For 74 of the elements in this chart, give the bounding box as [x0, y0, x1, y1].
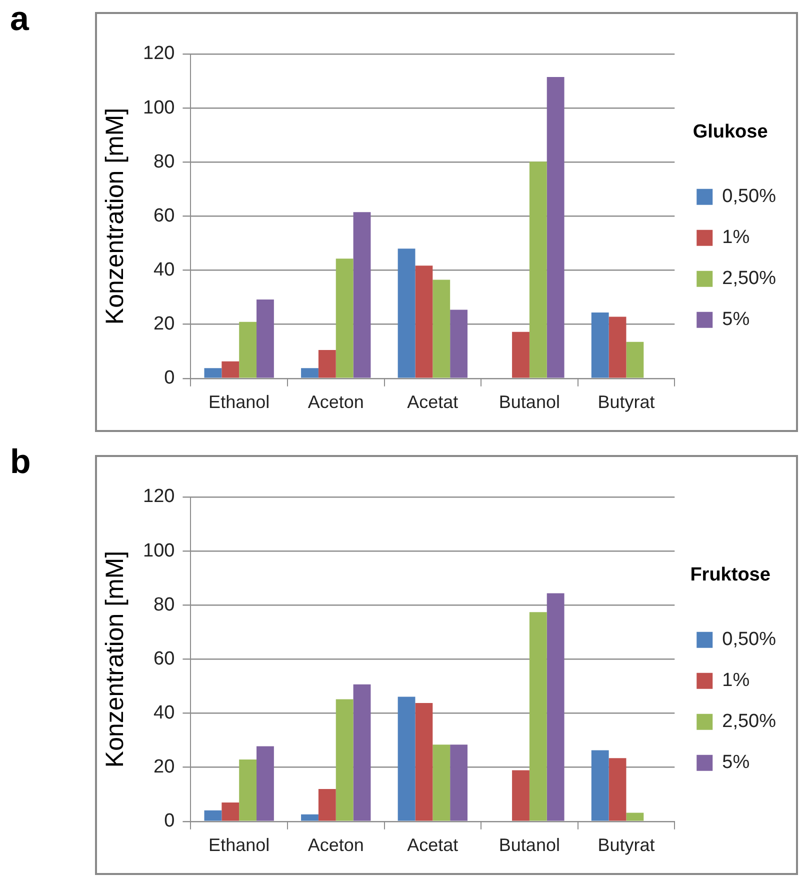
legend-title: Glukose: [692, 121, 768, 142]
bar: [222, 361, 240, 378]
x-tick-label: Ethanol: [208, 835, 270, 856]
bar: [239, 759, 257, 821]
y-tick-label: 120: [143, 43, 175, 64]
bar: [239, 322, 257, 378]
bar: [256, 299, 274, 378]
bar: [512, 332, 530, 378]
bar: [398, 248, 416, 378]
y-tick-label: 40: [154, 702, 175, 724]
chart-title: b: [10, 443, 31, 482]
bar: [318, 350, 336, 378]
y-tick-label: 60: [154, 648, 175, 670]
bar: [432, 280, 450, 378]
x-tick-label: Butanol: [498, 835, 560, 856]
y-tick-label: 100: [143, 97, 175, 118]
y-tick-label: 20: [154, 314, 175, 335]
y-tick-label: 0: [164, 368, 175, 389]
x-tick-label: Butyrat: [598, 392, 655, 412]
legend-label: 1%: [722, 227, 750, 248]
bar: [608, 758, 626, 821]
x-tick-label: Butanol: [498, 392, 560, 412]
bar: [546, 76, 564, 378]
y-tick-label: 20: [154, 756, 175, 778]
bar: [591, 750, 609, 821]
bar: [512, 770, 530, 821]
bar: [301, 368, 318, 378]
y-tick-label: 100: [143, 540, 175, 562]
legend-title: Fruktose: [690, 564, 770, 586]
x-tick-label: Acetat: [407, 835, 458, 856]
y-tick-label: 80: [154, 594, 175, 616]
x-tick-label: Ethanol: [208, 392, 270, 412]
bar: [450, 744, 468, 821]
bar: [591, 312, 609, 378]
bar: [222, 802, 240, 821]
bar: [398, 696, 416, 821]
bar: [204, 810, 222, 821]
bar: [608, 316, 626, 378]
x-tick-label: Aceton: [308, 835, 364, 856]
bar: [546, 593, 564, 821]
legend-label: 0,50%: [722, 186, 776, 208]
bar: [301, 814, 318, 821]
x-tick-label: Acetat: [407, 392, 458, 412]
bar: [353, 684, 371, 821]
x-tick-label: Butyrat: [598, 835, 655, 856]
bar: [415, 702, 433, 821]
legend-label: 2,50%: [722, 268, 776, 290]
bar: [336, 699, 354, 821]
y-tick-label: 40: [154, 260, 175, 280]
bar: [529, 612, 547, 821]
bar: [318, 788, 336, 821]
y-tick-label: 60: [154, 205, 175, 226]
y-tick-label: 120: [143, 486, 175, 508]
bar: [529, 162, 547, 378]
bar: [415, 266, 433, 378]
bar: [450, 310, 468, 378]
bar: [336, 258, 354, 378]
bar: [626, 812, 644, 821]
bar: [353, 212, 371, 378]
y-tick-label: 80: [154, 151, 175, 172]
bar: [432, 744, 450, 821]
legend-label: 5%: [722, 752, 750, 774]
bar: [204, 368, 222, 378]
bar: [256, 746, 274, 821]
legend-label: 0,50%: [722, 629, 776, 650]
bar: [626, 342, 644, 378]
y-axis-title: Konzentration [mM]: [100, 550, 129, 768]
y-axis-title: Konzentration [mM]: [100, 108, 129, 325]
x-tick-label: Aceton: [308, 392, 364, 412]
y-tick-label: 0: [164, 810, 175, 832]
legend-label: 5%: [722, 309, 750, 330]
legend-label: 1%: [722, 670, 750, 692]
chart-title: a: [10, 0, 29, 39]
legend-label: 2,50%: [722, 711, 776, 732]
